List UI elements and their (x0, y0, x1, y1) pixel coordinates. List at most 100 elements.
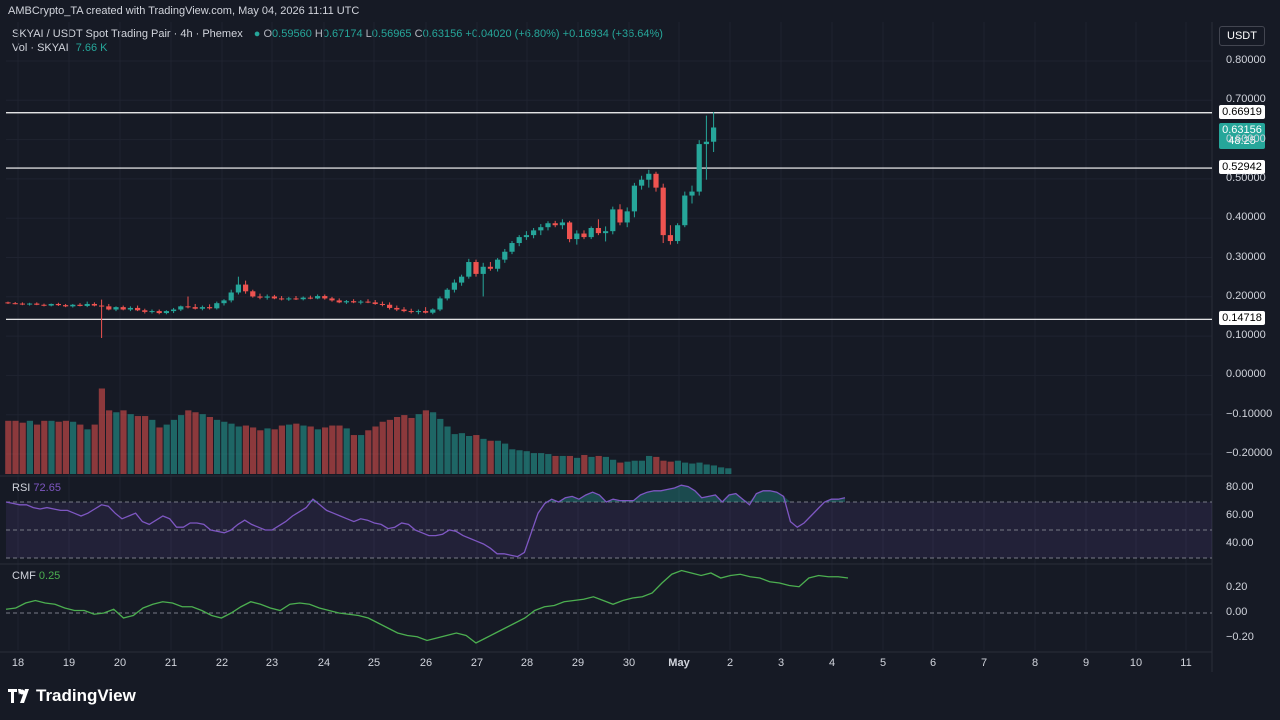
volume-bar (62, 420, 69, 474)
volume-bar (530, 453, 537, 474)
volume-bar (653, 456, 660, 474)
bar-countdown: 48:25 (1228, 135, 1256, 147)
candle-body (365, 301, 371, 303)
o-value: 0.59560 (272, 28, 312, 40)
volume-bar (199, 414, 206, 474)
candle-body (178, 306, 184, 310)
date-tick: 7 (980, 657, 988, 669)
currency-button[interactable]: USDT (1219, 26, 1265, 46)
l-value: 0.56965 (371, 28, 412, 40)
candle-body (336, 300, 342, 303)
candle-body (113, 307, 119, 310)
candle-body (84, 303, 90, 306)
volume-bar (329, 425, 336, 474)
volume-bar (5, 420, 12, 474)
volume-bar (394, 417, 401, 474)
level-tag: 0.14718 (1219, 311, 1265, 326)
volume-bar (667, 461, 674, 474)
date-tick: 3 (777, 657, 785, 669)
symbol-title[interactable]: SKYAI / USDT Spot Trading Pair · 4h · Ph… (12, 28, 243, 40)
candle-body (279, 298, 285, 300)
candle-body (192, 307, 198, 309)
candle-body (135, 307, 141, 311)
level-tag: 0.52942 (1219, 160, 1265, 175)
candle-body (451, 282, 457, 290)
volume-bar (674, 460, 681, 474)
candle-body (387, 304, 393, 308)
candle-body (120, 307, 126, 310)
candle-body (574, 233, 580, 240)
candle-body (487, 266, 493, 269)
candle-body (379, 303, 385, 305)
tradingview-logo[interactable]: TradingView (8, 686, 136, 706)
candle-body (293, 298, 299, 300)
candle-body (531, 230, 537, 236)
candle-body (48, 303, 54, 306)
date-tick: 26 (419, 657, 433, 669)
candle-body (63, 305, 69, 307)
volume-bar (343, 428, 350, 474)
volume-bar (710, 465, 717, 474)
price-tick: 0.60000 (1226, 132, 1266, 145)
candle-body (243, 284, 249, 292)
volume-bar (228, 423, 235, 474)
date-tick: 22 (215, 657, 229, 669)
candle-body (221, 300, 227, 304)
candle-body (329, 298, 335, 301)
candle-body (142, 310, 148, 312)
volume-bar (264, 428, 271, 474)
candle-body (552, 223, 558, 226)
volume-bar (559, 455, 566, 474)
price-tick: 0.00000 (1226, 368, 1266, 381)
candle-body (466, 262, 472, 277)
candle-body (322, 296, 328, 299)
cmf-value: 0.25 (38, 570, 61, 582)
date-tick: 18 (11, 657, 25, 669)
volume-bar (314, 429, 321, 474)
volume-bar (624, 461, 631, 474)
volume-bar (581, 455, 588, 474)
vol-label[interactable]: Vol · SKYAI (12, 42, 69, 54)
candle-body (696, 144, 702, 192)
candle-body (459, 276, 465, 283)
volume-bar (386, 419, 393, 474)
current-price-tag: 0.63156 48:25 (1219, 123, 1265, 149)
candle-body (156, 311, 162, 314)
candle-body (27, 303, 33, 305)
volume-bar (286, 424, 293, 474)
candle-body (70, 304, 76, 307)
candle-body (473, 262, 479, 274)
candle-body (307, 297, 313, 299)
volume-bar (610, 459, 617, 474)
candle-body (675, 225, 681, 242)
candle-body (660, 187, 666, 236)
volume-bar (19, 422, 26, 474)
candle-body (199, 307, 205, 309)
symbol-legend: SKYAI / USDT Spot Trading Pair · 4h · Ph… (12, 28, 663, 40)
volume-bar (401, 415, 408, 474)
volume-bar (142, 416, 149, 474)
candle-body (228, 292, 234, 301)
volume-bar (523, 451, 530, 474)
cmf-legend[interactable]: CMF 0.25 (12, 570, 60, 582)
candle-body (271, 296, 277, 299)
candle-body (603, 231, 609, 234)
candle-body (415, 311, 421, 313)
candle-body (34, 303, 40, 305)
volume-bar (638, 460, 645, 474)
volume-bar (55, 421, 62, 474)
candle-body (171, 309, 177, 312)
date-tick: 9 (1082, 657, 1090, 669)
date-tick: 6 (929, 657, 937, 669)
volume-bar (379, 421, 386, 474)
rsi-legend[interactable]: RSI 72.65 (12, 482, 61, 494)
candle-body (631, 185, 637, 212)
date-tick: 27 (470, 657, 484, 669)
candle-body (163, 311, 169, 314)
price-tick: 0.20000 (1226, 289, 1266, 302)
h-value: 0.67174 (322, 28, 363, 40)
volume-bar (703, 464, 710, 474)
candle-body (214, 303, 220, 309)
